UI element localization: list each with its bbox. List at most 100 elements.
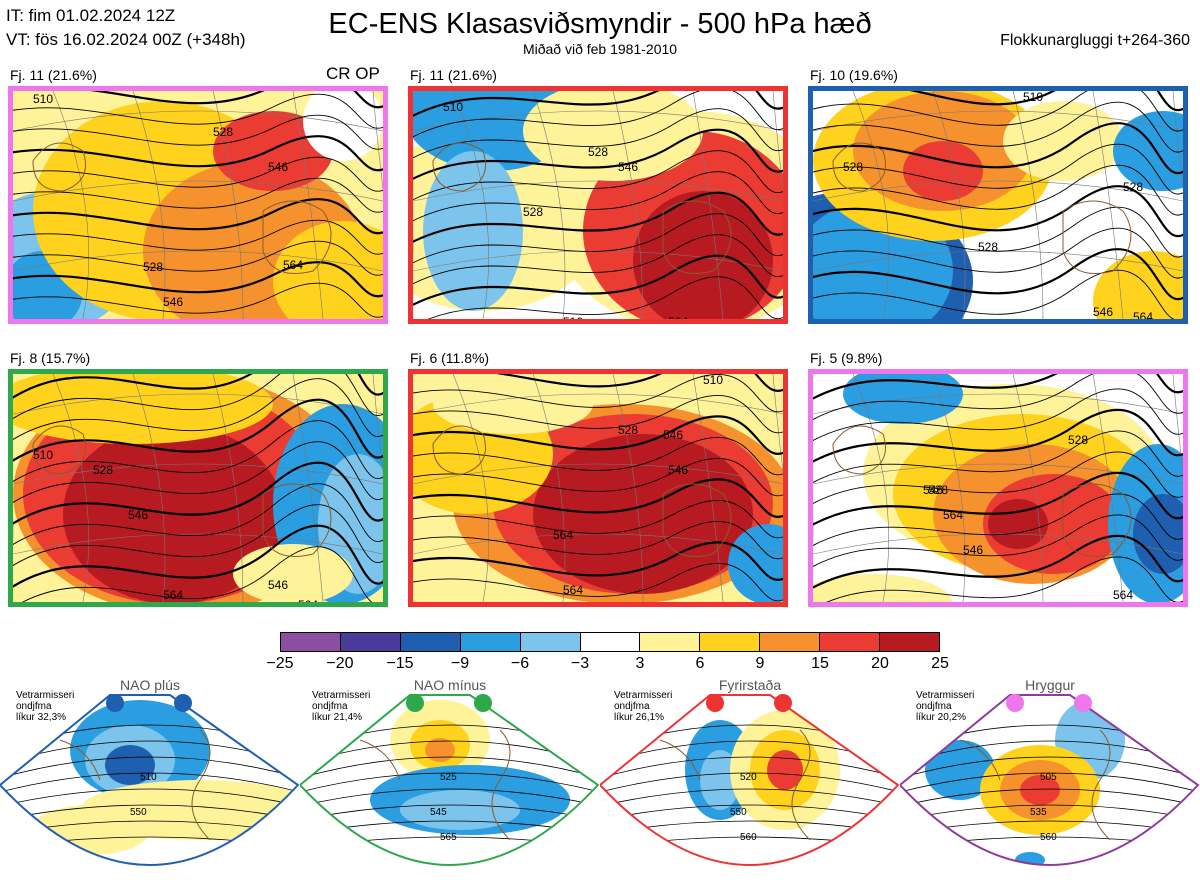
height-contour [900,804,1198,821]
cluster-map-1[interactable]: 510 528 546 564 546 528 [8,86,388,324]
height-contour [13,177,383,213]
contour-label: 560 [1040,832,1057,843]
graticule-line [413,463,783,485]
regime-map-blocking[interactable]: 520 550 560 [600,690,900,890]
contour-label: 528 [618,423,638,437]
height-contour [413,150,783,201]
height-contour [300,756,598,779]
coastline [262,200,332,274]
contour-label: 564 [1133,310,1153,319]
crop-label: CR OP [326,64,380,83]
height-contour [13,114,383,150]
cluster-map-3[interactable]: 510 528 528 528 546 564 [808,86,1188,324]
contour-label: 564 [668,315,688,319]
graticule-line [852,91,889,319]
height-contour [413,191,783,244]
graticule-line [1012,91,1044,319]
regime-marker [174,694,192,712]
contour-label: 546 [128,508,148,522]
height-contour [13,156,383,192]
anomaly-area [633,191,773,319]
colorbar-swatch [281,633,341,651]
height-contour [813,451,1183,505]
height-contour [413,563,783,602]
height-contour [813,248,1183,301]
contour-label: 564 [298,598,318,602]
regime-note: Vetrarmisseri ondjfma líkur 21,4% [312,690,371,723]
coastline [359,729,511,841]
anomaly-area [903,141,983,201]
coastline [832,425,886,475]
cluster-map-svg: 510 528 528 528 546 564 [813,91,1183,319]
anomaly-area [303,91,383,161]
regime-map-ridge[interactable]: 505 535 560 [900,690,1200,890]
contour-label: 528 [843,160,863,174]
graticule-line [813,110,1183,132]
graticule-line [212,374,244,602]
coastline [59,729,211,841]
cluster-map-4[interactable]: 510 528 546 546 564 564 [8,369,388,607]
coastline [1062,200,1132,274]
anomaly-area [105,745,155,785]
colorbar-tick-label: −20 [326,655,354,672]
cluster-map-2[interactable]: 510 528 546 528 510 564 [408,86,788,324]
graticule-line [813,180,1183,202]
coastline [432,142,486,192]
height-contour [813,514,1183,568]
coastline [32,142,86,192]
height-contour [413,374,783,413]
anomaly-area [988,499,1048,549]
cluster-map-svg: 510 528 546 528 510 564 [413,91,783,319]
page-subtitle: Miðað við feb 1981-2010 [522,41,678,57]
contour-label: 510 [140,772,157,783]
graticule-line [52,374,89,602]
height-contour [600,788,898,807]
contour-label: 528 [978,240,998,254]
coastline [662,483,732,557]
height-contour [413,478,783,518]
contour-label: 564 [943,508,963,522]
height-contour [413,437,783,476]
graticule-line [932,91,966,319]
init-time: IT: fim 01.02.2024 12Z [6,6,176,25]
contour-label: 546 [923,483,943,497]
height-contour [900,756,1198,779]
coastline [32,425,86,475]
contour-label: 510 [33,92,53,106]
regime-map-nao-minus[interactable]: 525 545 565 [300,690,600,890]
regime-marker [106,694,124,712]
contour-label: 564 [163,588,183,602]
run-info: IT: fim 01.02.2024 12Z VT: fös 16.02.202… [6,4,246,52]
regime-marker [774,694,792,712]
coastline [1062,483,1132,557]
anomaly-area [433,374,593,434]
coastline [662,200,732,274]
height-contour [90,91,383,109]
anomaly-area [925,740,995,800]
height-contour [900,788,1198,807]
height-contour [13,378,383,441]
graticule-line [13,110,383,132]
regime-map-nao-plus[interactable]: 510 550 [0,690,300,890]
contour-label: 564 [563,583,583,597]
height-contour [600,804,898,821]
cluster-label: Fj. 5 (9.8%) [810,350,883,366]
regime-frame [300,694,600,866]
height-contour [427,276,783,319]
height-contour [600,756,898,779]
cluster-label: Fj. 10 (19.6%) [810,67,898,83]
height-contour [813,374,1183,400]
height-contour [13,398,383,462]
cluster-map-5[interactable]: 510 528 546 564 546 564 [408,369,788,607]
height-contour [413,500,783,539]
height-contour [813,374,1183,421]
graticule-line [692,374,724,602]
height-contour [813,164,1183,216]
regime-marker [406,694,424,712]
height-contour [300,788,598,807]
contour-label: 546 [1093,305,1113,319]
height-contour [413,521,783,560]
height-contour [13,261,383,298]
cluster-map-6[interactable]: 528 546 564 546 528 564 [808,369,1188,607]
